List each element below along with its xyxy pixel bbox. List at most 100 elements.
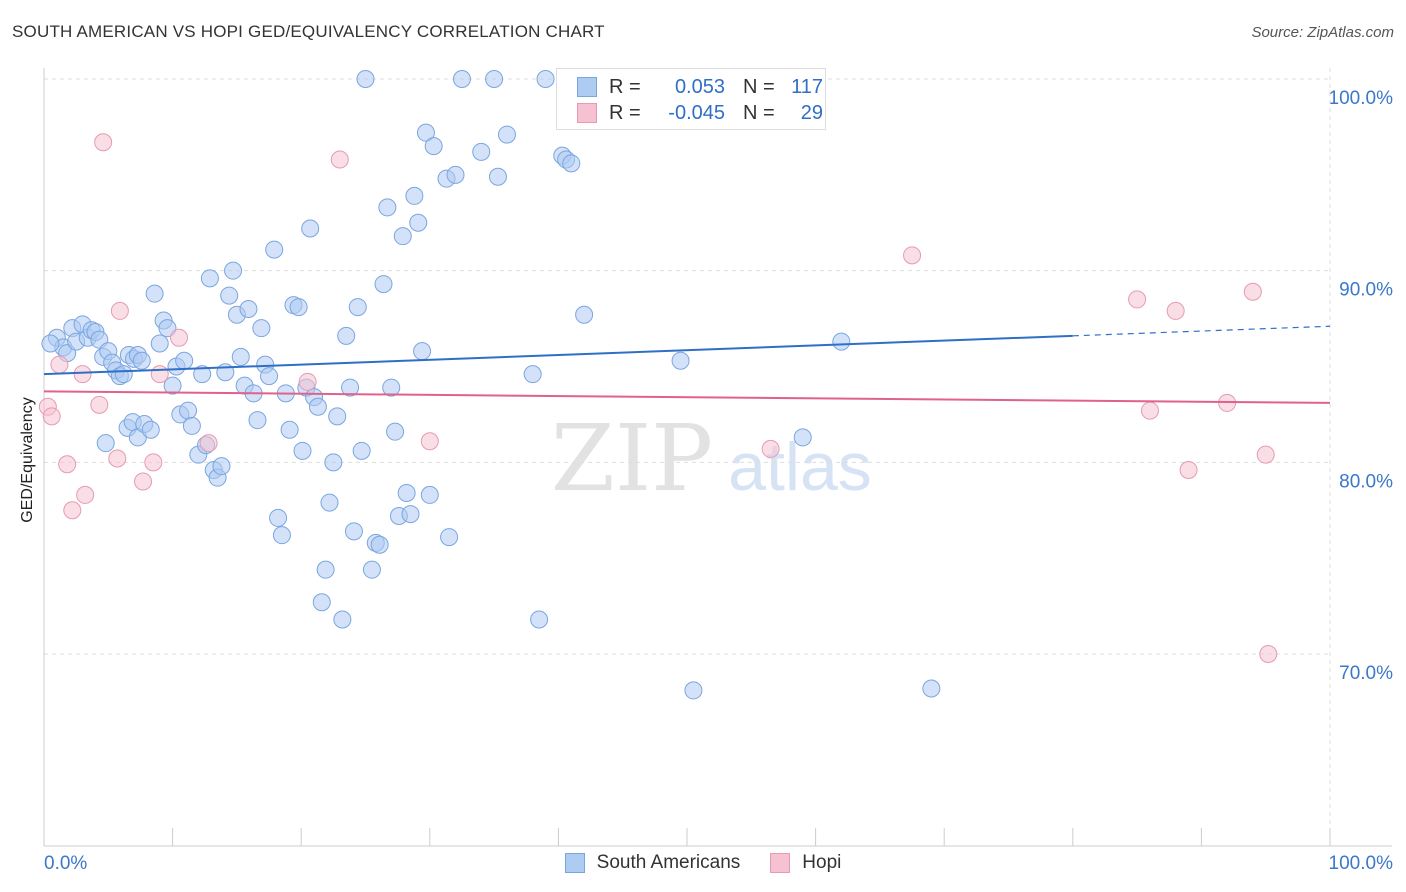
point-south-americans — [832, 332, 851, 351]
legend-r-label: R = — [609, 101, 641, 124]
point-south-americans — [132, 351, 151, 370]
point-south-americans — [114, 365, 133, 384]
point-south-americans — [352, 441, 371, 460]
point-south-americans — [523, 365, 542, 384]
point-south-americans — [401, 505, 420, 524]
point-south-americans — [320, 493, 339, 512]
point-south-americans — [163, 376, 182, 395]
point-south-americans — [420, 485, 439, 504]
point-south-americans — [562, 154, 581, 173]
legend-swatch-blue — [564, 853, 585, 873]
point-south-americans — [413, 342, 432, 361]
y-tick-label: 80.0% — [1339, 471, 1393, 492]
legend-r-label: R = — [609, 75, 641, 98]
point-south-americans — [348, 298, 367, 317]
point-south-americans — [316, 560, 335, 579]
trend-line-south-americans — [43, 334, 1073, 376]
point-south-americans — [793, 428, 812, 447]
point-hopi — [50, 355, 69, 374]
point-hopi — [1166, 301, 1185, 320]
point-hopi — [1179, 461, 1198, 479]
y-tick-label: 70.0% — [1339, 663, 1393, 684]
point-south-americans — [265, 240, 284, 259]
point-hopi — [903, 246, 922, 265]
legend-n-value: 29 — [800, 101, 823, 124]
point-hopi — [420, 432, 439, 451]
point-south-americans — [158, 319, 177, 338]
point-south-americans — [145, 284, 164, 303]
watermark-zip: ZIP — [551, 405, 713, 512]
point-hopi — [1140, 401, 1159, 420]
legend-n-label: N = — [743, 75, 775, 98]
point-hopi — [76, 485, 95, 504]
point-south-americans — [416, 123, 435, 142]
point-south-americans — [289, 298, 308, 317]
point-south-americans — [193, 365, 212, 384]
point-south-americans — [182, 416, 201, 435]
point-south-americans — [324, 453, 343, 472]
point-hopi — [144, 453, 163, 472]
point-hopi — [330, 150, 349, 169]
point-south-americans — [248, 411, 267, 430]
point-south-americans — [922, 679, 941, 698]
point-south-americans — [252, 319, 271, 338]
legend-swatch-pink — [577, 103, 597, 123]
point-south-americans — [341, 378, 360, 397]
point-south-americans — [393, 227, 412, 246]
x-tick-label: 100.0% — [1329, 853, 1394, 874]
y-axis-title: GED/Equivalency — [19, 397, 36, 523]
x-tick-label: 0.0% — [44, 853, 87, 874]
point-south-americans — [405, 186, 424, 205]
y-tick-label: 100.0% — [1329, 88, 1394, 109]
point-south-americans — [224, 261, 243, 280]
trend-line-hopi — [43, 390, 1331, 404]
point-hopi — [1259, 645, 1278, 663]
point-hopi — [761, 439, 780, 458]
point-south-americans — [362, 560, 381, 579]
point-south-americans — [446, 165, 465, 184]
point-hopi — [199, 434, 218, 453]
legend-n-value: 117 — [791, 75, 823, 98]
point-south-americans — [382, 378, 401, 397]
point-south-americans — [175, 351, 194, 370]
point-south-americans — [356, 70, 375, 88]
point-south-americans — [671, 351, 690, 370]
point-south-americans — [337, 326, 356, 345]
source-label: Source: ZipAtlas.com — [1251, 24, 1394, 41]
legend-r-value: -0.045 — [668, 101, 725, 124]
point-south-americans — [293, 441, 312, 460]
legend-series: South Americans Hopi — [0, 852, 1406, 874]
legend-label: South Americans — [596, 852, 741, 873]
point-south-americans — [41, 334, 60, 353]
point-south-americans — [239, 300, 258, 318]
point-south-americans — [344, 522, 363, 541]
point-hopi — [110, 301, 129, 320]
point-south-americans — [260, 367, 279, 386]
point-south-americans — [452, 70, 471, 88]
point-hopi — [73, 365, 92, 384]
point-south-americans — [497, 125, 516, 144]
chart-title: SOUTH AMERICAN VS HOPI GED/EQUIVALENCY C… — [12, 22, 605, 41]
point-hopi — [150, 365, 169, 384]
point-south-americans — [308, 397, 327, 416]
point-south-americans — [280, 420, 299, 439]
y-tick-label: 90.0% — [1339, 280, 1393, 301]
point-hopi — [1128, 290, 1147, 309]
point-south-americans — [141, 420, 160, 439]
point-hopi — [170, 328, 189, 347]
point-south-americans — [424, 137, 443, 156]
point-south-americans — [409, 213, 428, 232]
point-south-americans — [312, 593, 331, 612]
point-south-americans — [374, 275, 393, 294]
point-hopi — [134, 472, 153, 491]
legend-row-south-americans: R = 0.053 N = 117 — [577, 74, 823, 100]
point-south-americans — [485, 70, 504, 88]
point-hopi — [94, 133, 113, 152]
point-south-americans — [269, 508, 288, 527]
point-south-americans — [212, 457, 231, 476]
point-south-americans — [220, 286, 239, 305]
point-hopi — [42, 407, 61, 426]
point-south-americans — [333, 610, 352, 629]
point-south-americans — [370, 535, 389, 554]
point-south-americans — [575, 305, 594, 324]
